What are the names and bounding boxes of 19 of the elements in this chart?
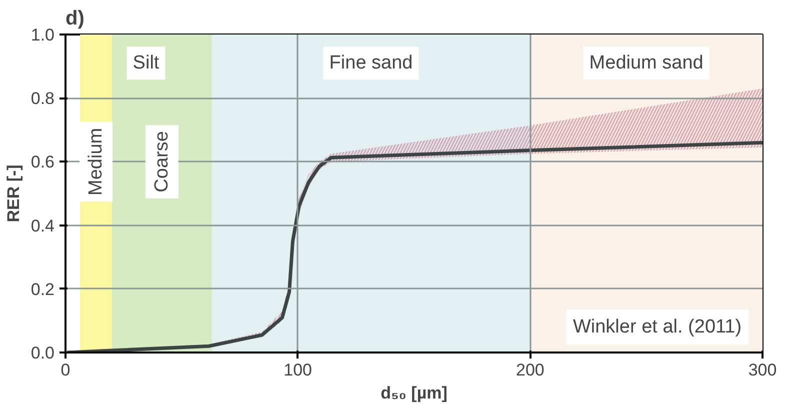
x-tick-label: 200 [516,360,544,380]
y-tick-label: 0.8 [30,89,55,108]
y-tick-label: 0.4 [30,216,55,236]
y-tick-label: 0.0 [30,344,55,362]
band-label: Medium sand [589,52,704,74]
y-tick-label: 1.0 [30,26,55,44]
y-tick-label: 0.6 [30,152,55,172]
y-tick-label: 0.2 [30,280,55,299]
annotation: Winkler et al. (2011) [572,316,742,338]
band-label: Fine sand [329,52,413,74]
band-label: Coarse [151,131,172,192]
chart-title: d) [66,8,84,30]
x-tick-label: 100 [284,360,312,380]
x-tick-label: 300 [748,360,777,380]
x-tick-label: 0 [60,360,70,380]
band-label: Medium [86,128,107,196]
band-label: Silt [132,52,160,74]
y-axis-title: RER [-] [4,164,23,222]
x-axis-title: d₅₀ [µm] [380,384,448,402]
